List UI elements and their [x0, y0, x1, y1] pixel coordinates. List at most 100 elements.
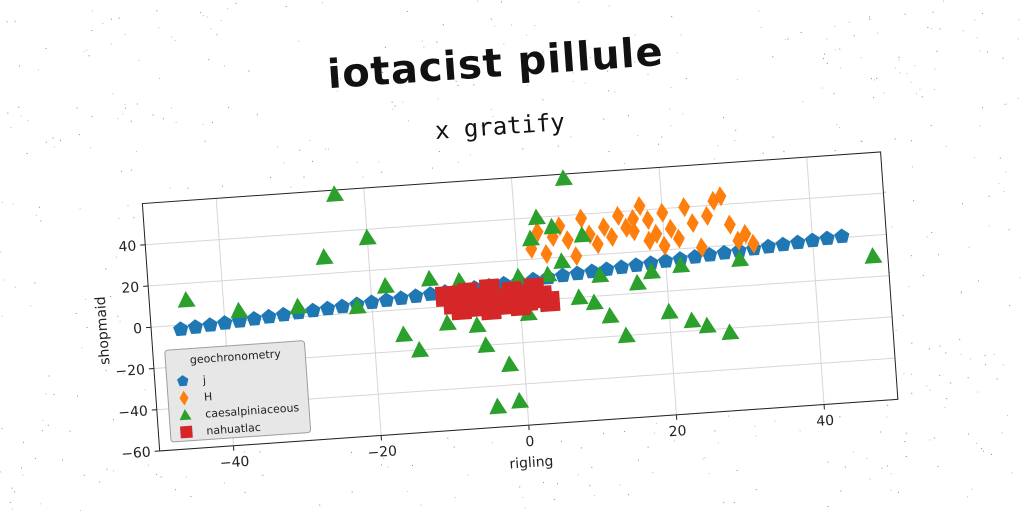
data-point: [714, 186, 727, 207]
data-point: [643, 230, 656, 251]
data-point: [641, 210, 654, 230]
data-point: [468, 316, 487, 333]
y-tick-label: 20: [121, 280, 140, 297]
data-point: [643, 262, 662, 280]
legend-label: j: [201, 374, 206, 387]
data-point: [364, 294, 380, 310]
data-point: [658, 235, 671, 256]
data-point: [819, 230, 835, 246]
data-point: [790, 234, 806, 250]
data-point: [716, 244, 732, 260]
data-point: [246, 311, 262, 326]
data-point: [686, 213, 699, 234]
data-point: [628, 257, 644, 273]
data-point: [739, 223, 752, 244]
data-point: [465, 295, 487, 318]
data-point: [230, 301, 249, 319]
plot-frame: [141, 151, 899, 452]
data-point: [627, 208, 640, 229]
y-tick-label: −60: [121, 445, 152, 463]
data-point: [305, 302, 321, 318]
data-point: [747, 233, 760, 254]
data-point: [687, 249, 703, 264]
data-point: [834, 228, 850, 244]
x-tick-label: −40: [219, 454, 250, 472]
data-point: [575, 208, 588, 229]
data-point: [617, 326, 636, 344]
data-point: [633, 196, 646, 217]
data-point: [561, 230, 574, 251]
data-point: [570, 246, 583, 267]
data-point: [672, 228, 685, 249]
data-point: [261, 308, 277, 324]
data-point: [395, 325, 414, 343]
data-point: [320, 300, 336, 316]
data-point: [202, 317, 218, 332]
data-point: [591, 266, 610, 283]
data-point: [501, 355, 520, 373]
data-point: [539, 265, 558, 283]
data-point: [358, 228, 377, 246]
data-point: [393, 290, 409, 306]
data-point: [672, 256, 691, 274]
data-point: [650, 223, 663, 244]
data-point: [553, 252, 572, 270]
x-tick-label: 20: [668, 423, 687, 440]
data-point: [678, 197, 691, 218]
data-point: [438, 314, 457, 331]
data-point: [683, 311, 702, 329]
data-point: [173, 321, 189, 337]
data-point: [411, 340, 430, 358]
data-point: [540, 244, 553, 264]
data-point: [597, 217, 610, 238]
data-point: [377, 277, 395, 294]
data-point: [612, 205, 624, 226]
data-point: [421, 269, 439, 287]
data-point: [522, 229, 541, 247]
data-point: [348, 297, 367, 315]
data-point: [555, 267, 571, 283]
data-point: [643, 255, 659, 271]
legend-box: [164, 340, 312, 443]
data-point: [707, 190, 720, 211]
data-point: [660, 302, 679, 320]
data-point: [731, 250, 750, 267]
data-point: [664, 218, 677, 239]
data-point: [601, 306, 620, 324]
y-tick-label: 40: [118, 238, 137, 255]
data-point: [489, 397, 508, 415]
legend: geochronometryjHcaesalpiniaceousnahuatla…: [164, 340, 312, 443]
data-point: [334, 298, 350, 314]
data-point: [864, 247, 883, 264]
series-h: [525, 186, 760, 267]
y-tick-label: −20: [115, 362, 146, 380]
data-point: [569, 265, 585, 281]
legend-marker: [179, 390, 189, 406]
data-point: [528, 208, 546, 226]
data-point: [422, 286, 439, 301]
data-point: [760, 238, 776, 254]
legend-marker: [179, 409, 192, 421]
data-point: [477, 336, 496, 354]
data-point: [553, 216, 566, 237]
data-point: [606, 227, 619, 247]
series-caesalpiniaceous: [177, 169, 883, 415]
data-point: [275, 306, 292, 322]
data-point: [543, 217, 562, 235]
data-point: [583, 224, 596, 245]
x-tick-label: −20: [367, 443, 398, 461]
data-point: [289, 297, 308, 315]
data-point: [695, 237, 708, 258]
data-point: [721, 323, 740, 341]
data-point: [408, 288, 424, 304]
y-axis-label: shopmaid: [93, 296, 114, 366]
legend-label: nahuatlac: [206, 421, 261, 438]
data-point: [378, 292, 394, 308]
x-tick-label: 0: [525, 434, 535, 451]
x-tick-label: 40: [816, 413, 835, 430]
x-axis-label: rigling: [509, 454, 554, 473]
data-point: [629, 273, 647, 291]
legend-marker: [177, 375, 189, 387]
